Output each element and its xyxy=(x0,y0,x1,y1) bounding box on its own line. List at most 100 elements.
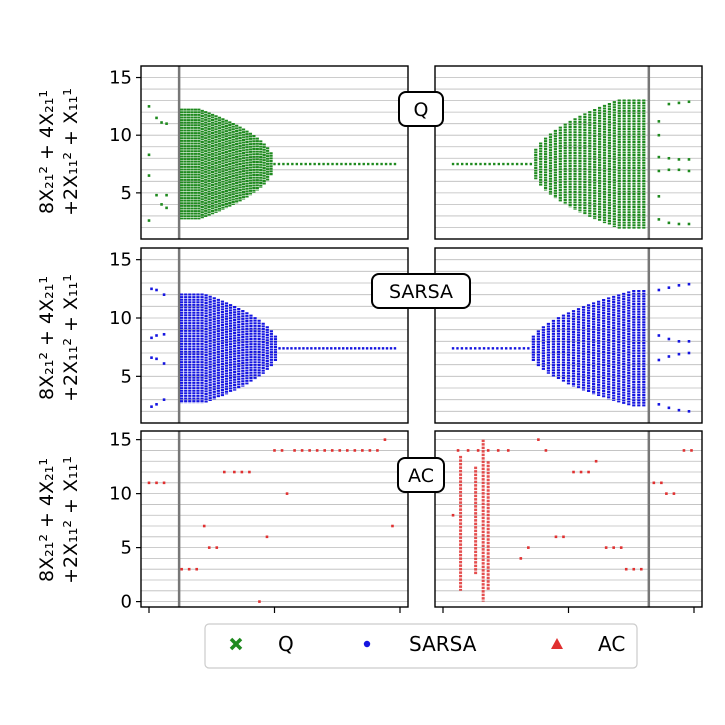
tail-point xyxy=(346,347,349,350)
data-point xyxy=(677,168,681,172)
ylabel-row-2: 8X₂₁² + 4X₂₁¹ +2X₁₁² + X₁₁¹ xyxy=(36,274,82,402)
data-point xyxy=(690,449,693,452)
panel-label-text: SARSA xyxy=(389,281,453,303)
ytick-label: 10 xyxy=(109,125,132,146)
tail-point xyxy=(465,162,468,166)
ytick-label: 15 xyxy=(109,68,132,89)
ylabel-row-3: 8X₂₁² + 4X₂₁¹ +2X₁₁² + X₁₁¹ xyxy=(36,456,82,584)
data-point xyxy=(155,357,158,361)
tail-point xyxy=(290,347,293,350)
tail-point xyxy=(353,162,357,166)
data-point xyxy=(594,459,598,463)
tail-point xyxy=(277,162,281,166)
data-point xyxy=(687,351,691,355)
data-point xyxy=(383,438,387,441)
data-point xyxy=(223,470,226,474)
data-point xyxy=(544,449,548,452)
data-point xyxy=(562,535,565,539)
legend-label-ac: AC xyxy=(598,632,625,656)
tail-point xyxy=(335,162,339,166)
tail-point xyxy=(353,347,357,350)
data-points xyxy=(451,431,693,607)
tail-point xyxy=(496,347,499,350)
panel-label-ac: AC xyxy=(397,457,445,493)
tail-point xyxy=(518,347,521,350)
tail-point xyxy=(509,347,512,350)
tail-point xyxy=(371,162,374,166)
ylabel-line1: 8X₂₁² + 4X₂₁¹ xyxy=(36,90,58,214)
data-point xyxy=(165,193,168,197)
tail-point xyxy=(474,162,478,166)
tail-point xyxy=(295,162,299,166)
panel-frame xyxy=(140,65,409,240)
data-point xyxy=(506,449,510,452)
tail-point xyxy=(322,162,325,166)
tail-point xyxy=(380,162,383,166)
ylabel-line1: 8X₂₁² + 4X₂₁¹ xyxy=(36,458,58,582)
tail-point xyxy=(318,347,321,350)
tail-point xyxy=(373,347,377,350)
tail-point xyxy=(306,347,309,350)
data-point xyxy=(657,334,661,337)
tail-point xyxy=(491,347,495,350)
tail-point xyxy=(502,162,505,166)
tail-point xyxy=(493,162,496,166)
data-point xyxy=(155,288,158,292)
data-point xyxy=(162,362,166,365)
data-point xyxy=(476,449,480,452)
data-point xyxy=(667,337,671,341)
data-points xyxy=(451,248,691,423)
panel-label-q: Q xyxy=(398,91,444,127)
data-point xyxy=(667,168,671,172)
tail-point xyxy=(358,162,361,166)
data-point xyxy=(632,567,636,571)
data-point xyxy=(155,116,158,120)
ylabel-line2: +2X₁₁² + X₁₁¹ xyxy=(60,456,82,584)
data-point xyxy=(248,470,251,474)
data-point xyxy=(657,169,661,173)
tail-point xyxy=(361,347,365,350)
data-point xyxy=(672,492,676,495)
data-point xyxy=(579,470,583,474)
data-point xyxy=(160,203,163,206)
data-point xyxy=(667,156,671,160)
data-point xyxy=(165,206,168,210)
data-point xyxy=(687,340,691,343)
tail-point xyxy=(365,347,369,350)
tail-point xyxy=(393,162,397,166)
tail-point xyxy=(483,162,487,166)
ytick-label: 5 xyxy=(121,366,132,387)
tail-point xyxy=(469,347,472,350)
panel-background xyxy=(435,431,702,607)
data-point xyxy=(162,293,166,296)
data-point xyxy=(165,122,168,125)
tail-point xyxy=(300,162,303,166)
tail-point xyxy=(362,162,365,166)
tail-point xyxy=(317,162,321,166)
data-point xyxy=(587,470,590,474)
tail-point xyxy=(367,162,370,166)
panel-label-box xyxy=(397,457,445,493)
tail-point xyxy=(470,162,473,166)
data-point xyxy=(195,567,198,571)
data-point xyxy=(265,535,269,539)
ytick-label: 10 xyxy=(109,308,132,329)
tail-point xyxy=(487,347,490,350)
ytick-label: 15 xyxy=(109,430,132,451)
data-point xyxy=(147,153,151,157)
grid-lines xyxy=(141,248,408,423)
tail-point xyxy=(282,347,285,350)
tail-point xyxy=(357,347,361,350)
tail-point xyxy=(294,347,297,350)
grid-lines xyxy=(141,439,408,603)
tail-point xyxy=(369,347,373,350)
panel-r1-right xyxy=(434,65,703,240)
tail-point xyxy=(291,162,294,166)
panel-background xyxy=(435,248,702,423)
data-point xyxy=(150,356,153,359)
data-point xyxy=(187,567,191,571)
data-point xyxy=(619,546,623,549)
data-point xyxy=(667,355,671,358)
data-point xyxy=(240,470,244,474)
data-point xyxy=(604,546,608,549)
